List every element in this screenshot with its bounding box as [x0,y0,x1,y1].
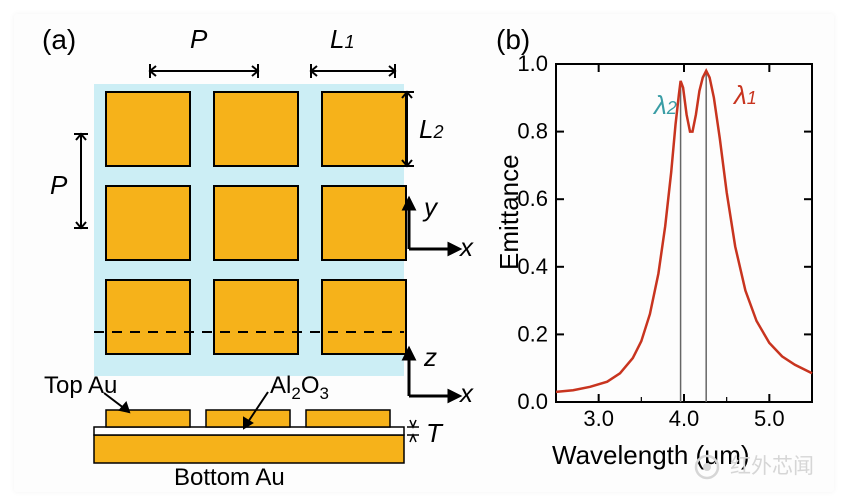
figure-container: (a) [14,14,834,492]
dim-P-h-label: P [190,24,207,55]
spacer-rect [94,427,404,435]
watermark-text: 红外芯闻 [730,450,814,480]
panel-a-topview [34,34,434,394]
gold-patch [322,92,406,166]
svg-text:4.0: 4.0 [669,406,700,431]
axis-y-label: y [424,192,437,223]
al2o3-label: Al2O3 [270,372,329,404]
gold-patches [106,92,406,354]
top-patch-3 [306,410,390,427]
dim-L2-label: L2 [419,114,443,145]
gold-patch [214,92,298,166]
watermark-icon [692,452,722,482]
gold-patch [106,92,190,166]
top-patch-1 [106,410,190,427]
top-au-label: Top Au [44,372,117,400]
axis-x2-label: x [460,378,473,409]
svg-text:1.0: 1.0 [517,51,548,76]
svg-text:0.0: 0.0 [517,389,548,414]
dim-P-v-label: P [50,170,67,201]
svg-text:0.2: 0.2 [517,321,548,346]
dim-P-vertical [74,134,88,228]
dim-T-bracket [407,420,419,442]
lambda2-label: λ2 [654,90,677,121]
gold-patch [106,186,190,260]
peak-markers [681,71,707,402]
lambda1-label: λ1 [734,80,757,111]
gold-patch [322,280,406,354]
dim-P-horizontal [150,64,258,78]
bottom-au-label: Bottom Au [174,464,285,492]
emittance-curve [556,71,812,392]
gold-patch [106,280,190,354]
axis-x-label: x [460,232,473,263]
dim-L1-label: L1 [330,24,354,55]
dim-T-label: T [426,418,442,449]
svg-text:3.0: 3.0 [583,406,614,431]
svg-text:0.8: 0.8 [517,119,548,144]
axis-z-label: z [424,342,437,373]
dim-L1 [311,64,395,78]
bottom-au-rect [94,435,404,463]
svg-text:5.0: 5.0 [754,406,785,431]
chart-frame [556,64,812,402]
gold-patch [214,280,298,354]
ylabel: Emittance [494,154,525,270]
gold-patch [214,186,298,260]
